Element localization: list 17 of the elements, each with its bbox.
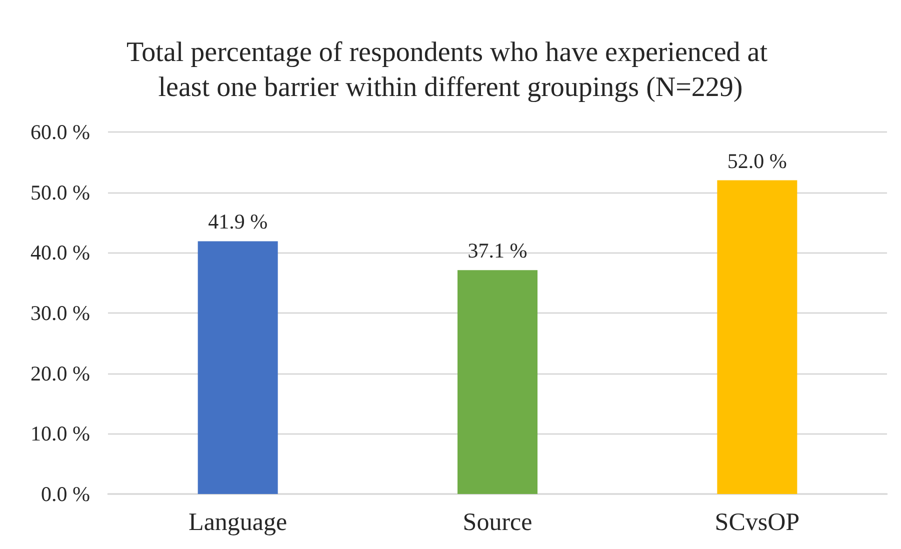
- x-tick-label: Source: [462, 509, 532, 536]
- y-tick-label: 60.0 %: [30, 120, 90, 144]
- y-tick-label: 0.0 %: [41, 482, 90, 506]
- bar: [198, 241, 278, 494]
- y-tick-label: 20.0 %: [30, 361, 90, 386]
- y-tick-label: 40.0 %: [30, 240, 90, 265]
- data-label: 41.9 %: [208, 210, 268, 234]
- y-tick-label: 10.0 %: [30, 422, 90, 446]
- bar: [458, 270, 538, 494]
- chart-title: Total percentage of respondents who have experienced at least one barrier within different groupings (N=229): [126, 37, 774, 103]
- y-tick-label: 50.0 %: [30, 180, 90, 204]
- y-tick-label: 30.0 %: [30, 301, 90, 325]
- data-label: 37.1 %: [468, 238, 528, 263]
- x-tick-label: Language: [188, 509, 288, 536]
- bar: [717, 180, 798, 494]
- data-label: 52.0 %: [727, 148, 787, 173]
- x-tick-label: SCvsOP: [714, 509, 800, 536]
